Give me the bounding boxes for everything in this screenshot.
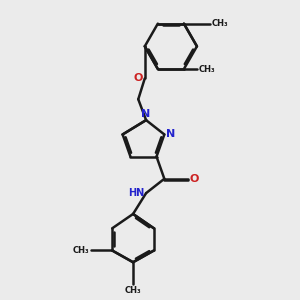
Text: N: N [167,130,176,140]
Text: CH₃: CH₃ [212,19,229,28]
Text: O: O [133,74,143,83]
Text: CH₃: CH₃ [199,64,216,74]
Text: N: N [142,109,151,119]
Text: CH₃: CH₃ [73,246,89,255]
Text: HN: HN [128,188,144,198]
Text: CH₃: CH₃ [125,286,141,296]
Text: O: O [190,174,199,184]
